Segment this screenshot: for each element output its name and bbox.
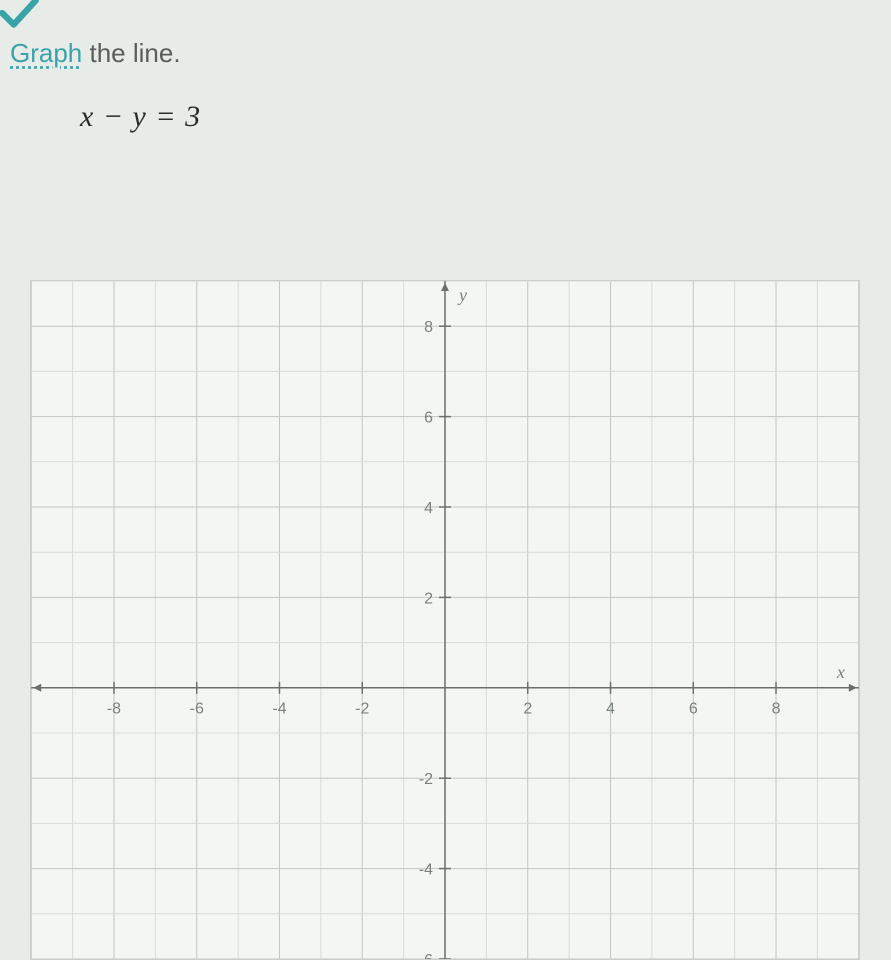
svg-text:-2: -2 [355, 701, 369, 718]
svg-text:-4: -4 [419, 862, 433, 879]
svg-text:-2: -2 [419, 771, 433, 788]
prompt-rest: the line. [82, 38, 180, 68]
svg-text:4: 4 [606, 701, 615, 718]
svg-text:6: 6 [424, 410, 433, 427]
checkmark-icon [0, 0, 40, 34]
graph-link[interactable]: Graph [10, 38, 82, 68]
svg-text:x: x [836, 662, 845, 682]
coordinate-grid[interactable]: -8 -6 -4 -2 2 4 6 8 2 4 6 8 -2 -4 -6 y x [30, 280, 860, 960]
svg-text:2: 2 [424, 590, 433, 607]
svg-text:-6: -6 [190, 701, 204, 718]
svg-text:2: 2 [523, 701, 532, 718]
svg-text:y: y [457, 285, 467, 305]
svg-text:4: 4 [424, 500, 433, 517]
svg-text:6: 6 [689, 701, 698, 718]
svg-text:-6: -6 [419, 952, 433, 959]
svg-text:8: 8 [772, 701, 781, 718]
equation-text: x − y = 3 [80, 100, 201, 134]
svg-text:-4: -4 [272, 701, 286, 718]
svg-text:-8: -8 [107, 701, 121, 718]
prompt-text: Graph the line. [10, 38, 181, 69]
svg-text:8: 8 [424, 319, 433, 336]
grid-svg[interactable]: -8 -6 -4 -2 2 4 6 8 2 4 6 8 -2 -4 -6 y x [31, 281, 859, 959]
